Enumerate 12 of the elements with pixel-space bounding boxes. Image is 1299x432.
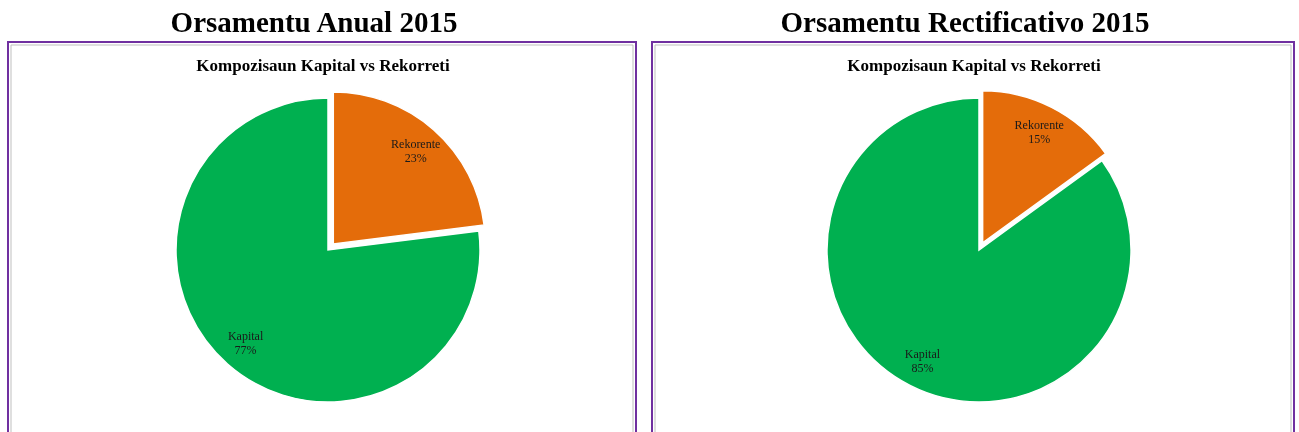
chart-subtitle: Kompozisaun Kapital vs Rekorreti [847, 56, 1101, 75]
data-label: 23% [404, 150, 427, 165]
slice-label: Kapital [227, 329, 264, 344]
data-label: 77% [234, 343, 257, 358]
chart-subtitle: Kompozisaun Kapital vs Rekorreti [196, 56, 450, 75]
slice-label: Kapital [904, 347, 941, 362]
slice-label: Rekorente [1014, 117, 1064, 132]
chart-title: Orsamentu Anual 2015 [170, 6, 458, 38]
chart-title: Orsamentu Rectificativo 2015 [780, 6, 1150, 38]
data-label: 15% [1028, 131, 1051, 146]
slice-label: Rekorente [391, 136, 441, 151]
data-label: 85% [911, 361, 934, 376]
